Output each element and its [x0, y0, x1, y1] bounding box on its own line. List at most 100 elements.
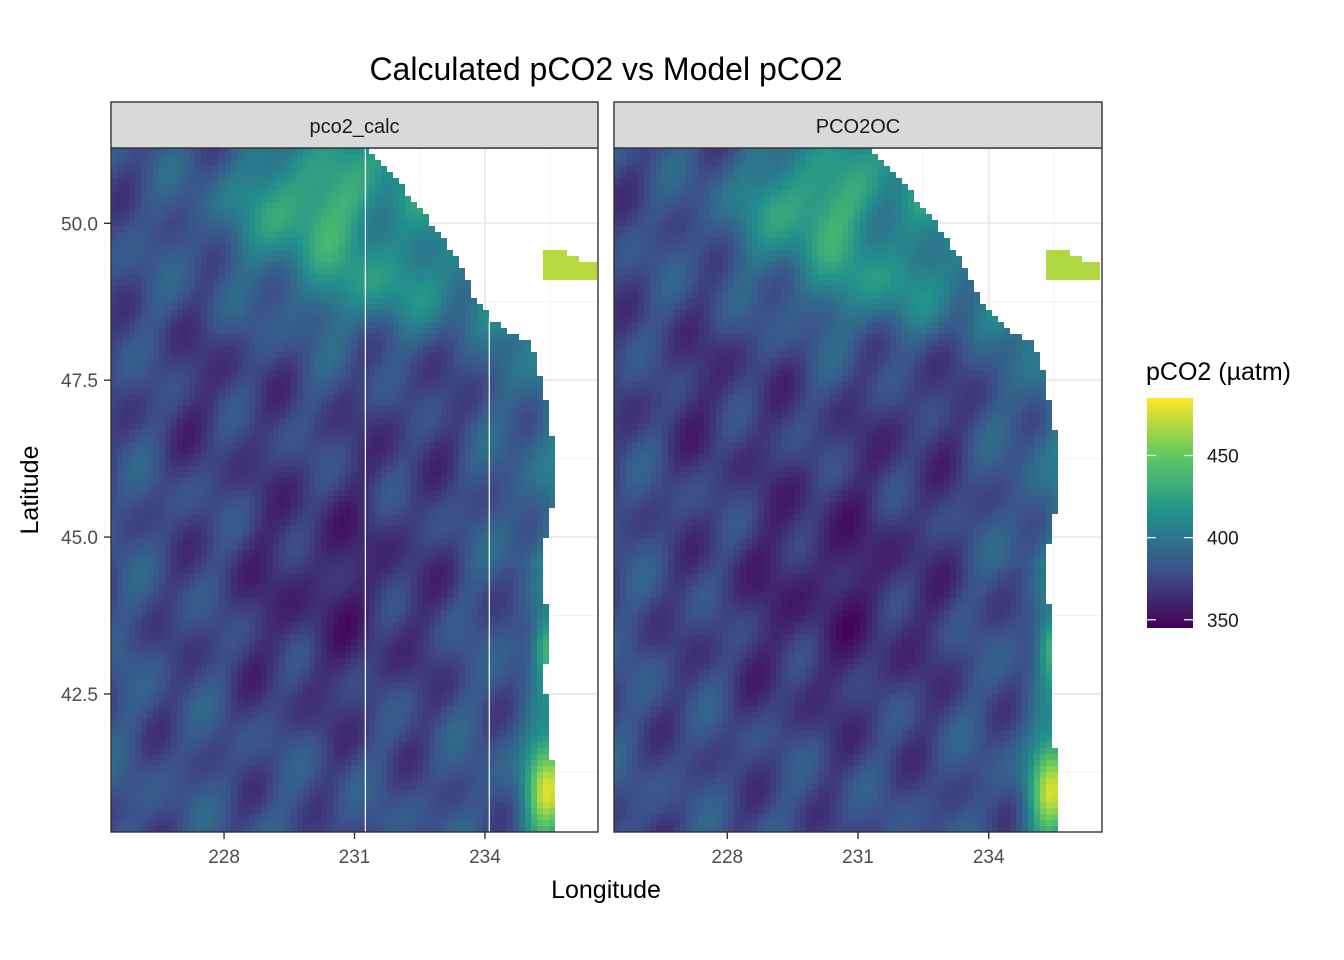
raster-cell [423, 430, 429, 436]
raster-cell [279, 406, 285, 412]
raster-cell [225, 556, 231, 562]
raster-cell [435, 244, 441, 250]
raster-cell [129, 220, 135, 226]
raster-cell [363, 418, 369, 424]
raster-cell [339, 526, 345, 532]
raster-cell [225, 178, 231, 184]
raster-cell [213, 538, 219, 544]
raster-cell [333, 202, 339, 208]
raster-cell [453, 544, 459, 550]
raster-cell [321, 556, 327, 562]
raster-cell [339, 160, 345, 166]
raster-cell [417, 280, 423, 286]
raster-cell [129, 394, 135, 400]
raster-cell [243, 160, 249, 166]
raster-cell [285, 172, 291, 178]
raster-cell [135, 394, 141, 400]
raster-cell [207, 454, 213, 460]
raster-cell [249, 370, 255, 376]
raster-cell [447, 514, 453, 520]
raster-cell [207, 328, 213, 334]
raster-cell [111, 562, 117, 568]
raster-cell [273, 304, 279, 310]
raster-cell [381, 178, 387, 184]
raster-cell [351, 214, 357, 220]
raster-cell [159, 550, 165, 556]
raster-cell [387, 418, 393, 424]
raster-cell [165, 286, 171, 292]
raster-cell [435, 490, 441, 496]
raster-cell [129, 598, 135, 604]
raster-cell [309, 514, 315, 520]
raster-cell [447, 556, 453, 562]
raster-cell [477, 358, 483, 364]
raster-cell [201, 256, 207, 262]
raster-cell [273, 544, 279, 550]
raster-cell [111, 232, 117, 238]
raster-cell [249, 316, 255, 322]
raster-cell [393, 472, 399, 478]
raster-cell [537, 508, 543, 514]
raster-cell [309, 214, 315, 220]
raster-cell [333, 286, 339, 292]
raster-cell [297, 202, 303, 208]
raster-cell [195, 250, 201, 256]
raster-cell [201, 478, 207, 484]
raster-cell [309, 598, 315, 604]
raster-cell [537, 472, 543, 478]
raster-cell [171, 148, 177, 154]
raster-cell [327, 376, 333, 382]
raster-cell [537, 544, 543, 550]
raster-cell [129, 442, 135, 448]
raster-cell [243, 364, 249, 370]
raster-cell [405, 484, 411, 490]
raster-cell [477, 328, 483, 334]
raster-cell [273, 340, 279, 346]
raster-cell [153, 370, 159, 376]
raster-cell [525, 484, 531, 490]
raster-cell [309, 454, 315, 460]
raster-cell [435, 280, 441, 286]
raster-cell [405, 322, 411, 328]
raster-cell [267, 298, 273, 304]
raster-cell [171, 238, 177, 244]
raster-cell [123, 304, 129, 310]
raster-cell [357, 484, 363, 490]
raster-cell [339, 430, 345, 436]
raster-cell [327, 238, 333, 244]
raster-cell [255, 160, 261, 166]
raster-cell [531, 592, 537, 598]
raster-cell [489, 496, 495, 502]
raster-cell [249, 490, 255, 496]
raster-cell [231, 478, 237, 484]
raster-cell [303, 322, 309, 328]
raster-cell [159, 346, 165, 352]
raster-cell [537, 574, 543, 580]
raster-cell [411, 220, 417, 226]
raster-cell [147, 406, 153, 412]
raster-cell [243, 436, 249, 442]
raster-cell [255, 550, 261, 556]
raster-cell [255, 496, 261, 502]
raster-cell [345, 550, 351, 556]
raster-cell [213, 364, 219, 370]
raster-cell [159, 292, 165, 298]
raster-cell [411, 202, 417, 208]
raster-cell [381, 484, 387, 490]
raster-cell [249, 358, 255, 364]
raster-cell [123, 346, 129, 352]
raster-cell [315, 526, 321, 532]
raster-cell [213, 550, 219, 556]
raster-cell [285, 370, 291, 376]
raster-cell [531, 562, 537, 568]
raster-cell [231, 316, 237, 322]
raster-cell [339, 400, 345, 406]
raster-cell [543, 256, 549, 262]
raster-cell [429, 268, 435, 274]
raster-cell [339, 556, 345, 562]
raster-cell [345, 178, 351, 184]
raster-cell [417, 502, 423, 508]
raster-cell [129, 334, 135, 340]
raster-cell [537, 430, 543, 436]
raster-cell [255, 406, 261, 412]
